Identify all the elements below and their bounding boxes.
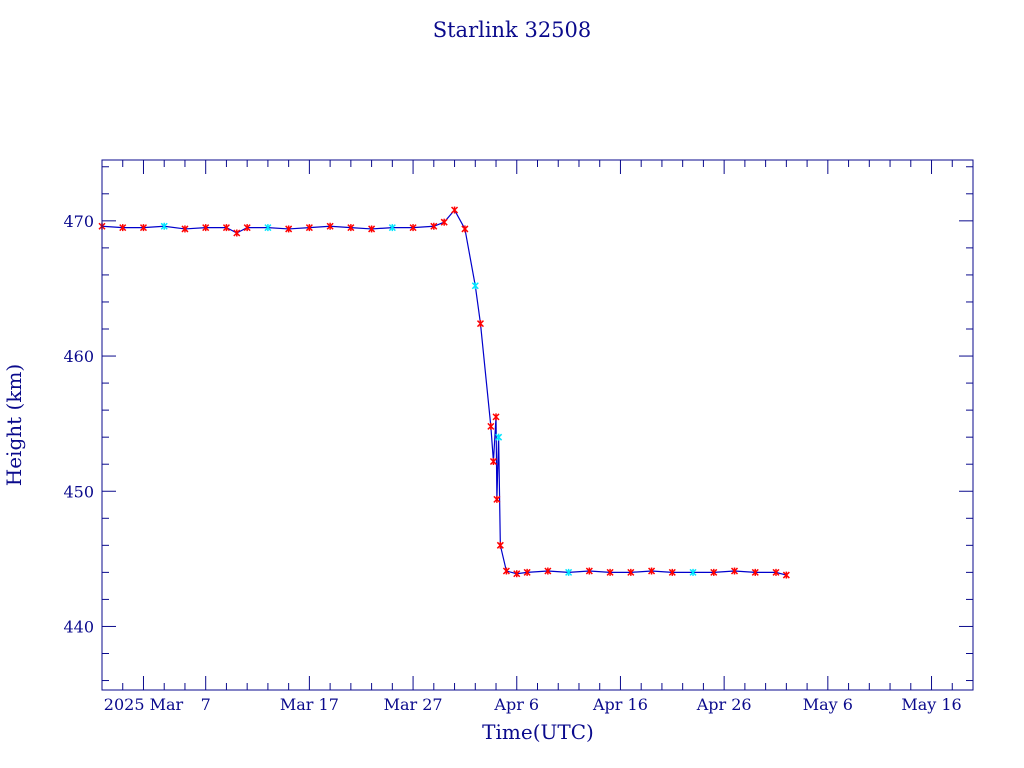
x-tick-label: May 6: [803, 695, 853, 714]
x-tick-label: May 16: [901, 695, 961, 714]
data-point: [565, 568, 573, 576]
data-point: [305, 224, 313, 232]
data-point: [139, 224, 148, 232]
data-point: [202, 224, 210, 232]
data-point: [606, 568, 614, 576]
x-tick-label: Apr 6: [493, 695, 539, 714]
data-point: [627, 568, 635, 576]
data-point: [326, 222, 334, 230]
data-point: [160, 222, 168, 230]
x-tick-label: 2025 Mar: [104, 695, 184, 714]
data-point: [471, 282, 479, 290]
data-point: [264, 224, 272, 232]
data-point: [347, 224, 355, 232]
x-tick-label: Mar 17: [280, 695, 339, 714]
data-point: [523, 568, 531, 576]
data-point: [730, 567, 739, 575]
data-point: [181, 225, 189, 233]
data-point: [648, 567, 656, 575]
chart-title: Starlink 32508: [433, 18, 592, 42]
y-tick-label: 470: [63, 212, 94, 231]
x-axis-title: Time(UTC): [482, 720, 594, 744]
y-tick-label: 450: [63, 482, 94, 501]
data-point: [496, 541, 504, 549]
data-point: [489, 457, 497, 466]
data-point: [502, 567, 510, 575]
data-point: [513, 570, 521, 578]
data-point: [233, 229, 241, 237]
series-line: [101, 208, 787, 576]
plot-frame: [101, 159, 974, 691]
data-point: [751, 568, 759, 576]
data-point: [476, 320, 485, 328]
data-point: [493, 495, 501, 503]
y-axis-title: Height (km): [2, 364, 26, 486]
x-tick-label: 7: [201, 695, 211, 714]
y-tick-label: 440: [63, 617, 94, 636]
x-tick-label: Apr 26: [696, 695, 752, 714]
data-point: [668, 568, 676, 576]
data-point: [544, 567, 552, 575]
x-tick-label: Apr 16: [592, 695, 648, 714]
x-tick-label: Mar 27: [384, 695, 443, 714]
data-point: [710, 568, 718, 576]
data-point: [388, 224, 396, 232]
data-point: [285, 225, 293, 233]
data-point: [487, 422, 495, 430]
data-point: [440, 218, 448, 226]
data-point: [782, 571, 790, 579]
data-point: [368, 225, 376, 233]
data-point: [689, 568, 697, 576]
data-point: [451, 206, 459, 214]
data-point: [495, 433, 503, 441]
plot-area: [98, 206, 790, 579]
data-point: [585, 567, 593, 575]
data-point: [430, 222, 438, 230]
data-point: [461, 225, 469, 233]
data-point: [243, 224, 251, 232]
data-point: [222, 224, 230, 232]
data-point: [409, 224, 417, 232]
y-tick-label: 460: [63, 347, 94, 366]
data-point: [119, 224, 127, 232]
axis-ticks: 440 450 460 470 2025 Mar 7 Mar 17 Mar 27 Apr 6 Ap…: [63, 160, 974, 714]
data-point: [492, 413, 500, 421]
data-point: [772, 568, 780, 576]
